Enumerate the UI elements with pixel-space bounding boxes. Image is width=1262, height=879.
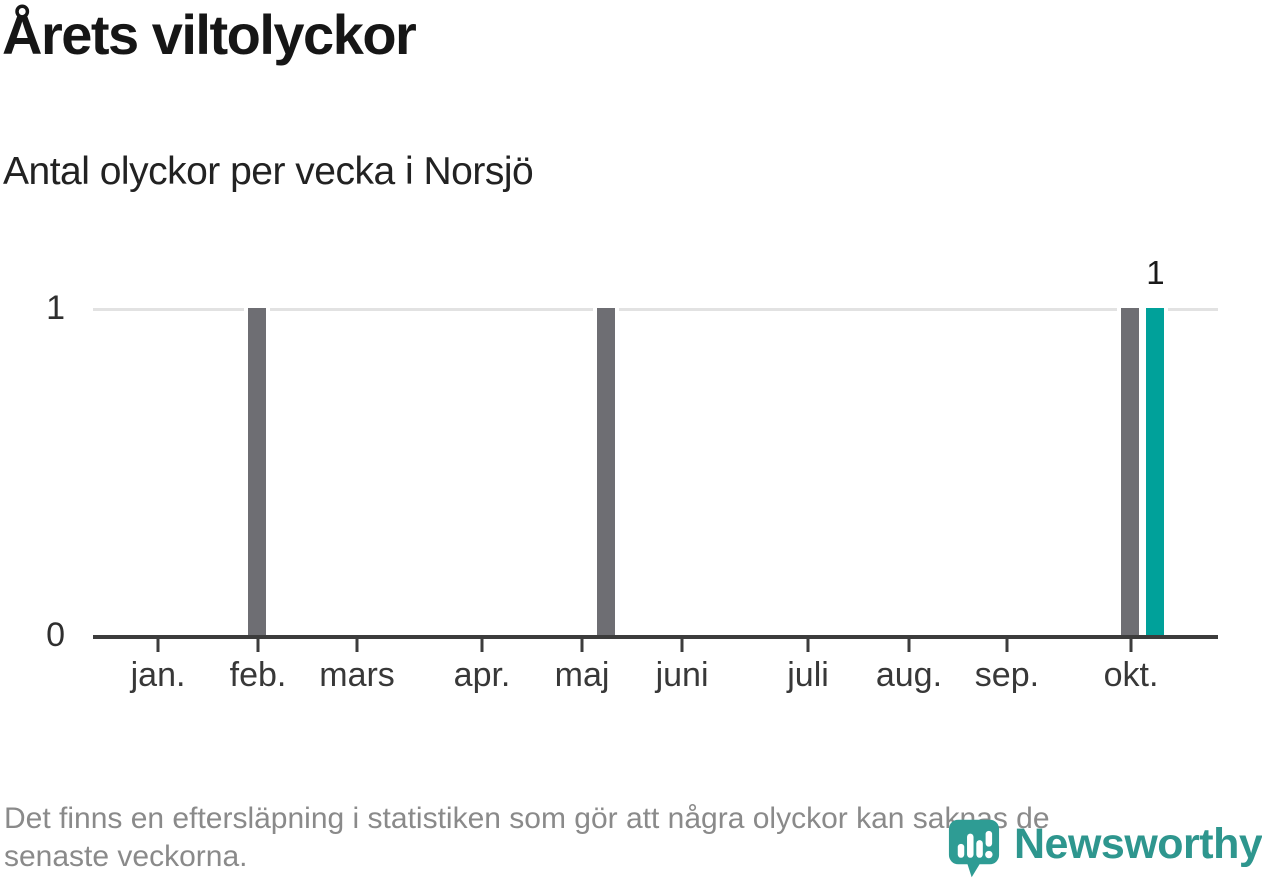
- x-axis-month-label-sep: sep.: [974, 656, 1040, 694]
- x-axis-tick-aug: [907, 639, 911, 652]
- current-week-value-label: 1: [1146, 254, 1165, 291]
- newsworthy-speech-bubble-bar-chart-icon: [948, 819, 1000, 878]
- x-axis-tick-maj: [580, 639, 584, 652]
- x-axis-month-label-feb: feb.: [229, 656, 287, 694]
- x-axis-month-label-okt: okt.: [1103, 656, 1159, 694]
- x-axis-month-label-juli: juli: [787, 656, 829, 694]
- x-axis-tick-juli: [806, 639, 810, 652]
- page-title: Årets viltolyckor: [2, 3, 417, 66]
- x-axis-month-label-jan: jan.: [130, 656, 186, 694]
- footer-disclaimer-line2: senaste veckorna.: [4, 840, 248, 873]
- x-axis-tick-feb: [256, 639, 260, 652]
- chart-subtitle: Antal olyckor per vecka i Norsjö: [3, 150, 534, 193]
- current-week-bar: [1142, 308, 1169, 635]
- x-axis-month-label-aug: aug.: [875, 656, 943, 694]
- y-axis-label-1: 1: [46, 289, 65, 327]
- newsworthy-logo-text: Newsworthy: [1014, 820, 1262, 868]
- newsworthy-logo: Newsworthy: [948, 818, 1262, 879]
- x-axis-month-label-mars: mars: [319, 656, 395, 694]
- x-axis-month-label-maj: maj: [554, 656, 610, 694]
- x-axis-tick-okt: [1129, 639, 1133, 652]
- x-axis-tick-apr: [480, 639, 484, 652]
- week-bar-0: [244, 308, 271, 635]
- gridline-y1: [93, 308, 1218, 311]
- bar-chart-plot-area: 1 0 jan. feb. mars apr. maj juni juli aug. sep. okt…: [46, 254, 1218, 692]
- x-axis-tick-jan: [156, 639, 160, 652]
- footer-disclaimer: Det finns en eftersläpning i statistiken…: [4, 800, 1254, 876]
- x-axis-tick-juni: [680, 639, 684, 652]
- x-axis-tick-sep: [1005, 639, 1009, 652]
- week-bar-1: [593, 308, 619, 635]
- x-axis-month-label-juni: juni: [655, 656, 709, 694]
- x-axis-month-label-apr: apr.: [453, 656, 511, 694]
- y-axis-label-0: 0: [46, 616, 65, 654]
- x-axis-tick-mars: [355, 639, 359, 652]
- week-bar-2: [1117, 308, 1144, 635]
- footer-disclaimer-line1: Det finns en eftersläpning i statistiken…: [4, 802, 1050, 835]
